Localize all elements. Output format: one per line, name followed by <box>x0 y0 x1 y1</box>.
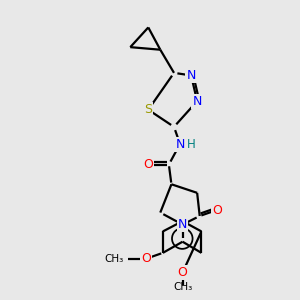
Text: H: H <box>187 137 196 151</box>
Text: CH₃: CH₃ <box>104 254 123 264</box>
Text: N: N <box>175 137 185 151</box>
Text: O: O <box>178 266 188 279</box>
Text: N: N <box>187 69 196 82</box>
Text: O: O <box>141 252 151 266</box>
Text: N: N <box>178 218 187 231</box>
Text: S: S <box>144 103 152 116</box>
Text: O: O <box>212 203 222 217</box>
Text: O: O <box>143 158 153 171</box>
Text: CH₃: CH₃ <box>173 282 192 292</box>
Text: N: N <box>193 94 202 108</box>
